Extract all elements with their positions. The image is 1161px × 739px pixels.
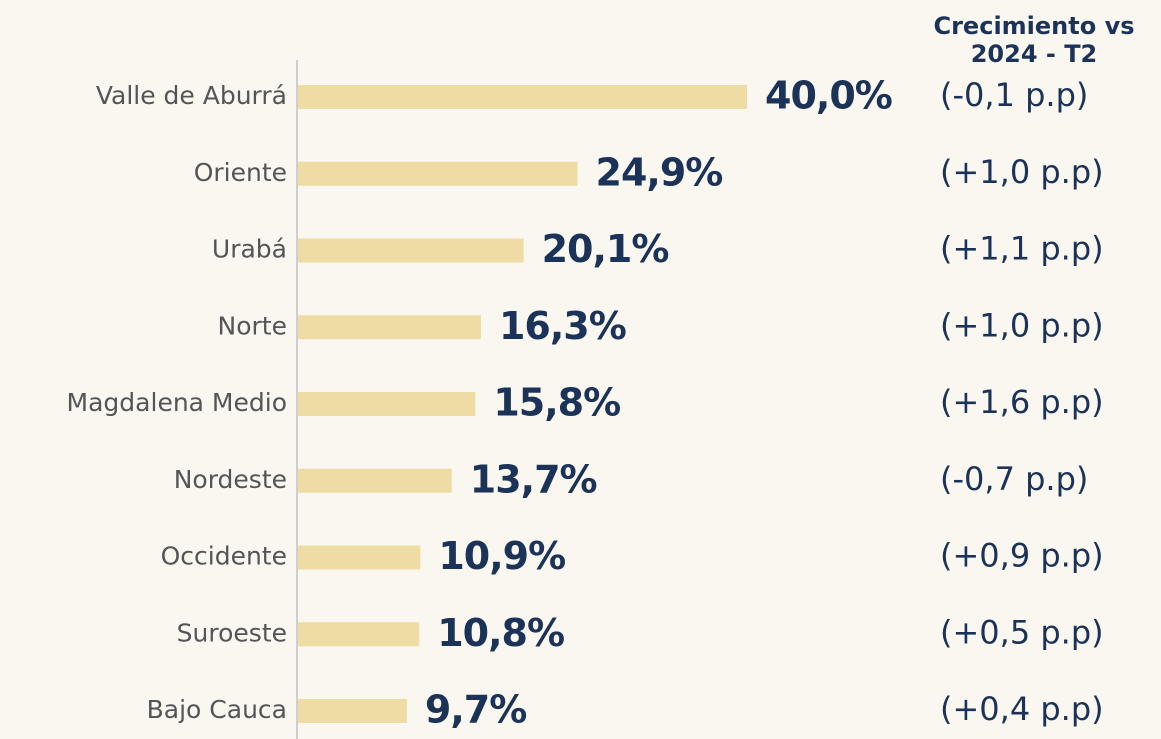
- category-label: Oriente: [194, 158, 287, 187]
- bar: [298, 622, 420, 647]
- bar: [298, 468, 452, 493]
- category-label: Magdalena Medio: [67, 388, 287, 417]
- category-label: Suroeste: [177, 618, 287, 647]
- value-label: 20,1%: [542, 227, 669, 271]
- value-label: 40,0%: [765, 74, 892, 118]
- category-label: Occidente: [161, 542, 287, 571]
- category-label: Nordeste: [174, 465, 287, 494]
- bar: [298, 392, 476, 416]
- bar: [298, 315, 481, 340]
- value-label: 15,8%: [493, 381, 620, 425]
- annotation: (+0,9 p.p): [940, 537, 1104, 575]
- annotation: (+0,5 p.p): [940, 613, 1104, 651]
- bar: [298, 545, 421, 570]
- annotation: (+1,1 p.p): [940, 230, 1104, 268]
- annotation: (-0,1 p.p): [940, 76, 1088, 114]
- value-label: 10,9%: [438, 534, 565, 578]
- bar: [298, 85, 747, 109]
- bar: [298, 161, 578, 186]
- value-label: 10,8%: [437, 611, 564, 655]
- category-label: Norte: [218, 311, 287, 340]
- annotation: (+1,0 p.p): [940, 153, 1104, 191]
- annotation: (+0,4 p.p): [940, 690, 1104, 728]
- value-label: 9,7%: [425, 688, 526, 732]
- annotation-header: 2024 - T2: [971, 40, 1098, 68]
- annotation: (+1,0 p.p): [940, 306, 1104, 344]
- value-label: 24,9%: [596, 150, 723, 194]
- value-label: 16,3%: [499, 304, 626, 348]
- annotation-header: Crecimiento vs: [933, 12, 1134, 40]
- bar: [298, 238, 524, 263]
- value-label: 13,7%: [470, 457, 597, 501]
- category-label: Urabá: [212, 235, 287, 264]
- bar: [298, 699, 407, 723]
- category-label: Valle de Aburrá: [96, 81, 287, 110]
- annotation: (+1,6 p.p): [940, 383, 1104, 421]
- annotation: (-0,7 p.p): [940, 460, 1088, 498]
- category-label: Bajo Cauca: [147, 695, 287, 724]
